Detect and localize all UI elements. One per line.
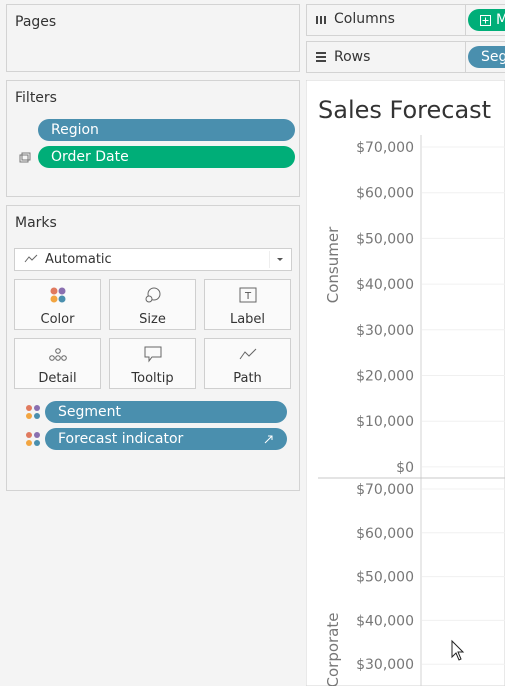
cursor [451, 639, 465, 661]
button-label: Label [229, 312, 266, 327]
marks-card: Marks Automatic Color Size T Label Detail… [6, 205, 300, 491]
pages-title: Pages [15, 14, 57, 30]
axis-tick-label: $50,000 [356, 570, 414, 586]
button-label: Size [139, 312, 166, 327]
axis-tick-label: $30,000 [356, 657, 414, 673]
axis-tick-label: $70,000 [356, 482, 414, 498]
mark-field-pill[interactable]: Forecast indicator [45, 428, 287, 450]
filter-pill[interactable]: Region [38, 119, 295, 141]
color-icon [26, 405, 40, 419]
row-header: Corporate [324, 613, 342, 686]
date-icon [19, 152, 31, 163]
color-icon [26, 432, 40, 446]
button-label: Detail [38, 371, 77, 386]
axis-tick-label: $50,000 [356, 231, 414, 247]
button-label: Tooltip [131, 371, 174, 386]
axis-tick-label: $40,000 [356, 277, 414, 293]
rows-label: Rows [334, 49, 371, 65]
axis-tick-label: $0 [396, 460, 414, 476]
path-button[interactable]: Path [204, 338, 291, 389]
axis-tick-label: $10,000 [356, 414, 414, 430]
axis-tick-label: $30,000 [356, 323, 414, 339]
columns-icon [316, 16, 326, 24]
axis-tick-label: $20,000 [356, 369, 414, 385]
rows-pill[interactable]: Seg [468, 46, 505, 68]
tooltip-button[interactable]: Tooltip [109, 338, 196, 389]
filter-pill[interactable]: Order Date [38, 146, 295, 168]
mark-field-pill[interactable]: Segment [45, 401, 287, 423]
view: Sales Forecast Consumer $70,000 $60,000 $50… [306, 80, 505, 686]
filters-title: Filters [15, 90, 57, 106]
marks-title: Marks [15, 215, 57, 231]
mark-type: Automatic [45, 252, 112, 267]
mark-type-dropdown[interactable]: Automatic [14, 248, 292, 271]
button-label: Path [233, 371, 262, 386]
axis-tick-label: $60,000 [356, 526, 414, 542]
detail-button[interactable]: Detail [14, 338, 101, 389]
filters-card: Filters Region Order Date [6, 80, 300, 197]
path-icon [264, 435, 273, 444]
columns-shelf: Columns M [306, 4, 505, 36]
plus-icon [480, 15, 491, 26]
color-button[interactable]: Color [14, 279, 101, 330]
button-label: Color [40, 312, 75, 327]
svg-text:T: T [244, 291, 252, 302]
axis-tick-label: $70,000 [356, 140, 414, 156]
size-button[interactable]: Size [109, 279, 196, 330]
axis-tick-label: $60,000 [356, 186, 414, 202]
rows-icon [316, 52, 326, 62]
rows-shelf: Rows Seg [306, 41, 505, 73]
row-header: Consumer [324, 226, 342, 303]
dropdown-arrow [269, 251, 283, 268]
axis-tick-label: $40,000 [356, 613, 414, 629]
line-icon [24, 254, 38, 263]
label-button[interactable]: T Label [204, 279, 291, 330]
pages-card: Pages [6, 4, 300, 72]
columns-label: Columns [334, 11, 395, 27]
view-title: Sales Forecast [318, 96, 491, 124]
